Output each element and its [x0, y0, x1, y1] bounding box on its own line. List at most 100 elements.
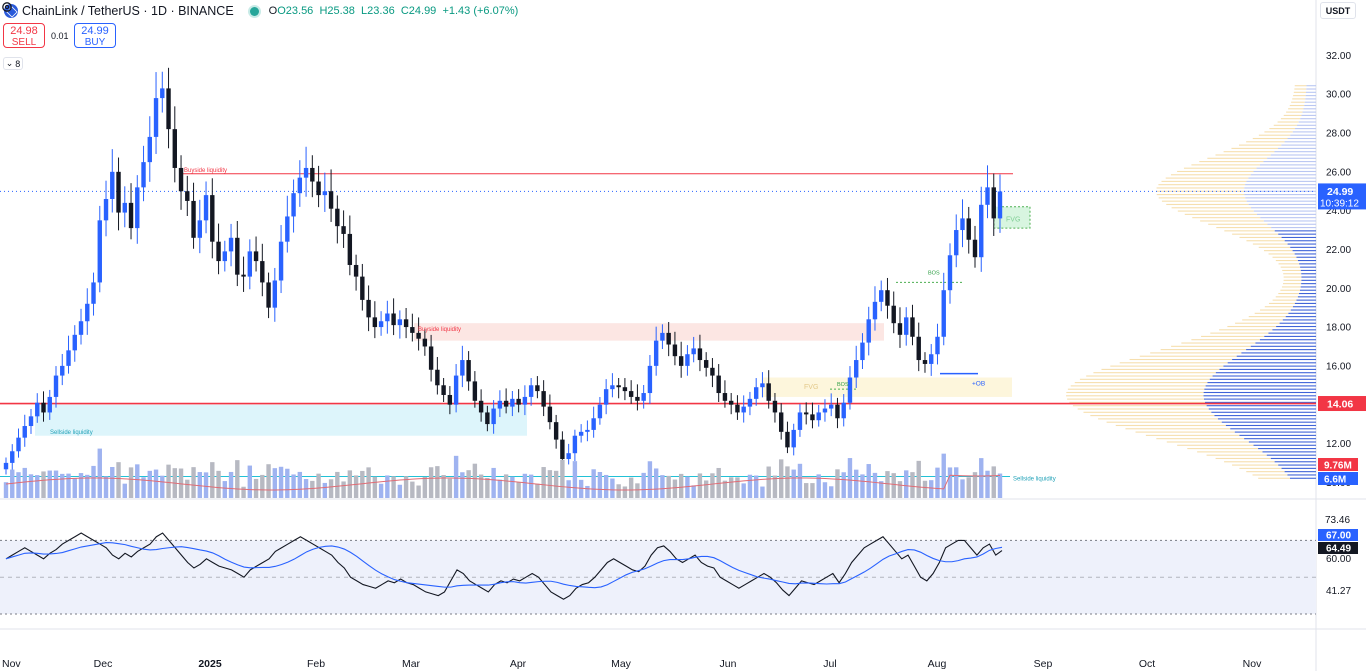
candle [147, 136, 152, 163]
volume-profile-bar-down [1289, 477, 1316, 479]
candle [3, 462, 9, 470]
candle [310, 167, 315, 182]
candle [403, 319, 409, 328]
candle [697, 348, 703, 361]
volume-bar [372, 476, 378, 498]
volume-profile-bar-up [1066, 391, 1204, 394]
volume-profile-bar-up [1283, 276, 1302, 278]
volume-profile-bar-up [1210, 332, 1269, 334]
change-value: +1.43 (+6.07%) [442, 5, 519, 17]
volume-profile-bar-down [1277, 147, 1316, 149]
volume-profile-bar-down [1263, 220, 1316, 222]
gear-icon[interactable] [0, 0, 14, 14]
candle [922, 360, 928, 364]
candle [278, 241, 284, 281]
candle [328, 191, 334, 209]
volume-profile-bar-up [1177, 170, 1254, 173]
volume-profile-bar-up [1074, 382, 1208, 384]
volume-profile-bar-up [1135, 431, 1235, 433]
volume-profile-bar-up [1235, 322, 1280, 324]
volume-bar [666, 475, 671, 498]
volume-profile-bar-up [1199, 161, 1264, 163]
volume-profile-bar-down [1299, 263, 1316, 265]
candle [85, 303, 90, 322]
time-axis-label: Sep [1034, 658, 1053, 670]
candle [766, 383, 771, 401]
buy-button[interactable]: 24.99 BUY [74, 23, 116, 48]
volume-profile-bar-down [1301, 273, 1316, 275]
volume-profile-bar-down [1301, 114, 1316, 116]
volume-profile-bar-down [1203, 391, 1316, 394]
candle [185, 191, 190, 201]
indicators-collapse-button[interactable]: ⌄ 8 [3, 57, 23, 70]
volume-profile-bar-down [1305, 98, 1316, 100]
candle [560, 439, 565, 460]
candle [635, 396, 640, 401]
volume-bar [891, 473, 896, 498]
fvg-label-2: FVG [1006, 216, 1020, 223]
volume-profile-bar-down [1225, 424, 1316, 427]
candle [997, 191, 1003, 219]
candle [916, 336, 921, 361]
candle [641, 393, 646, 401]
volume-bar [566, 480, 571, 498]
volume-bar [53, 470, 59, 498]
candle [785, 431, 790, 448]
volume-bar [847, 458, 853, 498]
candle [628, 391, 634, 397]
volume-profile-bar-up [1219, 329, 1273, 331]
volume-bar [791, 469, 796, 498]
volume-profile-bar-down [1294, 253, 1316, 255]
volume-profile-bar-down [1290, 134, 1316, 136]
volume-profile-bar-up [1264, 306, 1293, 308]
volume-profile-bar-up [1252, 137, 1288, 140]
volume-profile-bar-up [1288, 108, 1304, 110]
volume-profile-bar-down [1215, 372, 1316, 374]
candle [78, 321, 84, 335]
volume-ma-tag-bg [1318, 472, 1358, 485]
volume-bar [391, 476, 396, 498]
volume-profile-bar-up [1275, 260, 1298, 262]
candle [347, 233, 353, 265]
candle [485, 412, 490, 425]
volume-profile-bar-down [1253, 444, 1316, 446]
candle [360, 276, 365, 300]
volume-profile-bar-up [1281, 286, 1301, 288]
volume-bar [316, 473, 321, 498]
volume-bar [610, 478, 615, 498]
volume-bar [741, 483, 746, 498]
candle [947, 255, 953, 291]
volume-profile-bar-down [1274, 230, 1316, 232]
time-axis-label: Nov [1243, 658, 1262, 670]
market-status-icon[interactable] [249, 6, 259, 16]
volume-profile-bar-up [1155, 190, 1244, 192]
candle [591, 418, 596, 430]
volume-profile-bar-up [1260, 309, 1291, 311]
candle [235, 237, 240, 275]
volume-bar [97, 448, 102, 498]
volume-profile-bar-down [1264, 335, 1316, 337]
volume-bar [835, 469, 840, 498]
time-axis-label: Mar [402, 658, 421, 670]
volume-profile-bar-down [1287, 243, 1316, 245]
sell-button[interactable]: 24.98 SELL [3, 23, 45, 48]
price-scale-tick: 20.00 [1326, 284, 1351, 295]
volume-profile-bar-down [1234, 431, 1316, 433]
candle [897, 323, 903, 335]
time-axis-label: May [611, 658, 632, 670]
volume-bar [553, 470, 559, 498]
volume-bar [816, 474, 821, 498]
currency-button[interactable]: USDT [1320, 2, 1356, 19]
volume-profile-bar-up [1280, 266, 1301, 268]
candle [528, 385, 534, 397]
candle [297, 177, 303, 194]
volume-bar [403, 476, 409, 498]
volume-bar [660, 475, 665, 498]
volume-profile-bar-down [1236, 355, 1316, 357]
symbol-title[interactable]: ChainLink / TetherUS · 1D · BINANCE [22, 4, 234, 18]
volume-profile-bar-up [1258, 477, 1290, 479]
volume-profile-bar-down [1232, 358, 1316, 361]
volume-tag: 9.76M [1324, 461, 1352, 472]
